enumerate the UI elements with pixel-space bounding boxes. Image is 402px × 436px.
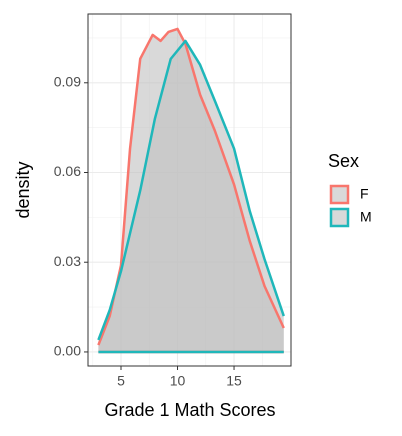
y-axis-label: density	[13, 161, 33, 218]
x-tick-label: 15	[226, 373, 242, 389]
x-tick-label: 5	[117, 373, 125, 389]
y-tick-label: 0.03	[54, 253, 81, 269]
legend-label: F	[360, 186, 369, 202]
y-tick-label: 0.09	[54, 73, 81, 89]
legend-key	[329, 184, 350, 205]
density-line	[97, 27, 285, 346]
density-line	[97, 39, 285, 341]
panel-border	[87, 13, 292, 367]
x-tick-label: 10	[170, 373, 186, 389]
legend-title: Sex	[328, 151, 359, 171]
legend-key	[329, 207, 350, 228]
x-axis-label: Grade 1 Math Scores	[104, 400, 275, 420]
y-tick-label: 0.00	[54, 343, 81, 359]
density-area	[98, 40, 284, 352]
y-tick-label: 0.06	[54, 163, 81, 179]
legend-label: M	[360, 209, 372, 225]
